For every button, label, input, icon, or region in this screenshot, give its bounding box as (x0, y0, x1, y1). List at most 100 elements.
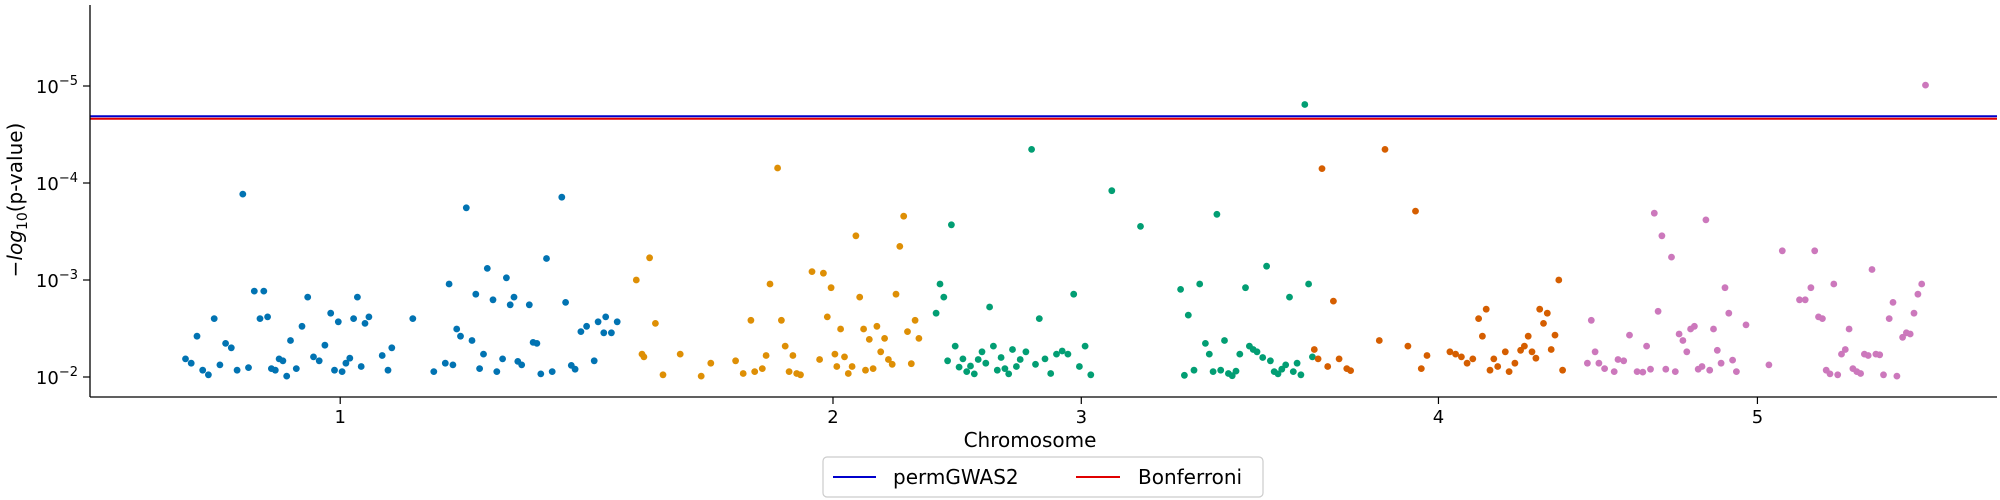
x-axis-ticks: 1 2 3 4 5 (334, 397, 1763, 428)
data-point-chr1 (260, 287, 268, 295)
data-point-chr5 (1654, 307, 1662, 315)
data-point-chr5 (1765, 361, 1773, 369)
data-point-chr1 (271, 366, 279, 374)
data-point-chr1 (468, 337, 476, 344)
data-point-chr3 (978, 348, 986, 356)
data-point-chr3 (974, 356, 982, 363)
data-point-chr3 (1076, 363, 1083, 370)
data-point-chr5 (1889, 299, 1897, 306)
data-point-chr5 (1633, 368, 1641, 375)
data-point-chr3 (997, 354, 1005, 361)
data-point-chr1 (216, 361, 224, 369)
data-point-chr3 (1259, 354, 1267, 361)
data-point-chr1 (357, 363, 365, 370)
data-point-chr1 (503, 274, 510, 282)
y-tick-label: 10−4 (36, 171, 78, 195)
data-point-chr1 (476, 365, 483, 372)
data-point-chr2 (646, 254, 653, 262)
data-point-chr1 (613, 318, 621, 326)
data-point-chr3 (1242, 284, 1249, 292)
data-point-chr5 (1721, 284, 1729, 292)
data-point-chr5 (1885, 315, 1893, 322)
data-point-chr3 (993, 366, 1001, 374)
legend: permGWAS2 Bonferroni (822, 456, 1264, 498)
data-point-chr1 (600, 329, 608, 337)
data-point-chr2 (844, 370, 852, 377)
data-point-chr2 (778, 316, 785, 324)
data-point-chr2 (837, 325, 844, 333)
data-point-chr1 (256, 315, 264, 322)
data-point-chr2 (885, 356, 892, 363)
data-point-chr3 (936, 280, 944, 288)
data-point-chr4 (1417, 365, 1425, 372)
data-point-chr5 (1668, 253, 1675, 261)
data-point-chr2 (823, 313, 831, 321)
data-point-chr3 (1032, 360, 1039, 368)
data-point-chr3 (1297, 371, 1305, 379)
data-point-chr2 (739, 370, 747, 377)
data-point-chr3 (982, 359, 990, 367)
data-point-chr4 (1412, 207, 1419, 215)
data-point-chr4 (1524, 332, 1532, 340)
data-point-chr2 (747, 316, 755, 324)
data-point-chr2 (900, 212, 908, 220)
data-point-chr5 (1671, 368, 1679, 375)
data-point-chr3 (1035, 315, 1043, 322)
x-tick-label: 3 (1076, 407, 1087, 428)
data-point-chr3 (1190, 366, 1198, 374)
data-point-chr5 (1838, 350, 1845, 358)
data-point-chr5 (1601, 365, 1608, 372)
data-point-chr4 (1551, 331, 1559, 339)
data-point-chr5 (1713, 346, 1721, 354)
data-point-chr2 (659, 371, 667, 379)
data-point-chr1 (378, 352, 386, 359)
data-point-chr2 (896, 243, 904, 250)
data-point-chr1 (384, 366, 392, 374)
data-point-chr5 (1587, 316, 1595, 324)
data-point-chr4 (1543, 309, 1551, 317)
data-point-chr1 (483, 265, 491, 272)
data-point-chr4 (1314, 355, 1322, 363)
data-point-chr1 (361, 320, 369, 327)
data-point-chr3 (1047, 370, 1055, 377)
legend-label-permgwas2: permGWAS2 (893, 465, 1019, 489)
data-point-chr2 (892, 290, 900, 298)
data-point-chr5 (1658, 232, 1666, 240)
data-point-chr4 (1423, 352, 1431, 359)
data-point-chr3 (970, 370, 978, 378)
data-point-chr5 (1733, 368, 1740, 375)
data-point-chr1 (445, 280, 453, 288)
axes (89, 5, 1997, 398)
data-point-chr2 (676, 350, 684, 358)
data-point-chr2 (640, 353, 648, 361)
data-point-chr5 (1826, 370, 1834, 378)
data-point-chr3 (1278, 365, 1286, 373)
data-point-chr1 (210, 315, 218, 322)
data-point-chr3 (1274, 370, 1282, 378)
y-axis-label: −log10(p-value) (3, 123, 31, 278)
data-point-chr2 (888, 360, 896, 368)
data-point-chr5 (1841, 346, 1849, 353)
data-point-chr1 (350, 315, 357, 322)
data-point-chr5 (1830, 280, 1838, 288)
data-point-chr2 (707, 359, 715, 367)
data-point-chr5 (1796, 296, 1803, 304)
data-point-chr3 (959, 355, 967, 363)
data-point-chr3 (1081, 342, 1089, 350)
x-tick-label: 2 (827, 407, 838, 428)
data-point-chr5 (1591, 348, 1599, 356)
data-point-chr3 (963, 368, 971, 375)
data-point-chr1 (222, 340, 230, 347)
data-point-chr5 (1647, 365, 1654, 373)
data-point-chr5 (1857, 370, 1864, 377)
data-point-chr1 (548, 368, 556, 375)
data-point-chr2 (732, 357, 739, 365)
data-point-chr3 (1064, 350, 1072, 358)
data-point-chr1 (543, 255, 550, 262)
data-point-chr3 (1005, 370, 1013, 378)
y-tick-label: 10−2 (36, 365, 78, 389)
data-points (182, 81, 1929, 380)
data-point-chr4 (1532, 354, 1540, 362)
data-point-chr2 (860, 325, 867, 333)
